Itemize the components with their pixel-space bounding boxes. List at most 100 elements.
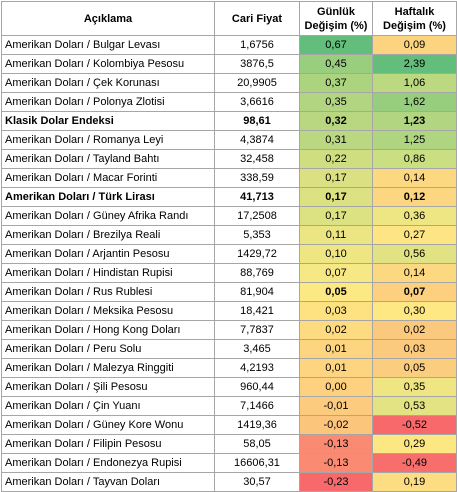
row-weekly: 0,36 xyxy=(372,206,457,226)
row-name: Amerikan Doları / Filipin Pesosu xyxy=(1,434,215,454)
row-weekly: 0,14 xyxy=(372,263,457,283)
row-name: Amerikan Doları / Türk Lirası xyxy=(1,187,215,207)
row-daily: 0,22 xyxy=(299,149,373,169)
row-price: 960,44 xyxy=(214,377,300,397)
row-price: 17,2508 xyxy=(214,206,300,226)
row-daily: 0,02 xyxy=(299,320,373,340)
row-daily: -0,02 xyxy=(299,415,373,435)
row-weekly: 0,56 xyxy=(372,244,457,264)
row-daily: 0,01 xyxy=(299,358,373,378)
row-name: Amerikan Doları / Endonezya Rupisi xyxy=(1,453,215,473)
row-price: 3876,5 xyxy=(214,54,300,74)
table-body: Amerikan Doları / Bulgar Levası 1,6756 0,6… xyxy=(1,35,457,492)
row-weekly: 1,62 xyxy=(372,92,457,112)
row-daily: 0,32 xyxy=(299,111,373,131)
row-daily: -0,13 xyxy=(299,453,373,473)
row-price: 4,3874 xyxy=(214,130,300,150)
row-name: Amerikan Doları / Brezilya Reali xyxy=(1,225,215,245)
table-row: Klasik Dolar Endeksi 98,61 0,32 1,23 xyxy=(1,111,457,131)
row-price: 58,05 xyxy=(214,434,300,454)
row-name: Amerikan Doları / Kolombiya Pesosu xyxy=(1,54,215,74)
row-daily: 0,17 xyxy=(299,168,373,188)
row-weekly: 0,05 xyxy=(372,358,457,378)
row-daily: 0,67 xyxy=(299,35,373,55)
row-daily: 0,01 xyxy=(299,339,373,359)
header-weekly: Haftalık Değişim (%) xyxy=(372,1,457,36)
row-weekly: 0,12 xyxy=(372,187,457,207)
table-row: Amerikan Doları / Tayvan Doları 30,57 -0,2… xyxy=(1,472,457,492)
row-daily: 0,17 xyxy=(299,206,373,226)
row-name: Amerikan Doları / Güney Kore Wonu xyxy=(1,415,215,435)
row-weekly: -0,52 xyxy=(372,415,457,435)
row-weekly: 0,30 xyxy=(372,301,457,321)
row-price: 5,353 xyxy=(214,225,300,245)
row-price: 88,769 xyxy=(214,263,300,283)
table-row: Amerikan Doları / Türk Lirası 41,713 0,17 0… xyxy=(1,187,457,207)
table-row: Amerikan Doları / Kolombiya Pesosu 3876,5… xyxy=(1,54,457,74)
row-weekly: 0,53 xyxy=(372,396,457,416)
row-price: 16606,31 xyxy=(214,453,300,473)
row-name: Amerikan Doları / Rus Rublesi xyxy=(1,282,215,302)
row-price: 98,61 xyxy=(214,111,300,131)
row-name: Amerikan Doları / Hong Kong Doları xyxy=(1,320,215,340)
row-daily: -0,23 xyxy=(299,472,373,492)
table-row: Amerikan Doları / Polonya Zlotisi 3,6616 0… xyxy=(1,92,457,112)
row-weekly: 0,03 xyxy=(372,339,457,359)
row-price: 3,465 xyxy=(214,339,300,359)
table-row: Amerikan Doları / Güney Afrika Randı 17,2… xyxy=(1,206,457,226)
row-price: 18,421 xyxy=(214,301,300,321)
row-name: Amerikan Doları / Malezya Ringgiti xyxy=(1,358,215,378)
row-weekly: 2,39 xyxy=(372,54,457,74)
table-row: Amerikan Doları / Tayland Bahtı 32,458 0,2… xyxy=(1,149,457,169)
row-name: Amerikan Doları / Meksika Pesosu xyxy=(1,301,215,321)
row-daily: -0,13 xyxy=(299,434,373,454)
table-row: Amerikan Doları / Bulgar Levası 1,6756 0,6… xyxy=(1,35,457,55)
header-daily: Günlük Değişim (%) xyxy=(299,1,373,36)
row-weekly: 0,09 xyxy=(372,35,457,55)
row-daily: 0,45 xyxy=(299,54,373,74)
row-price: 81,904 xyxy=(214,282,300,302)
table-row: Amerikan Doları / Filipin Pesosu 58,05 -0,… xyxy=(1,434,457,454)
row-weekly: 0,27 xyxy=(372,225,457,245)
table-row: Amerikan Doları / Arjantin Pesosu 1429,72… xyxy=(1,244,457,264)
row-name: Amerikan Doları / Romanya Leyi xyxy=(1,130,215,150)
row-daily: 0,10 xyxy=(299,244,373,264)
row-name: Amerikan Doları / Hindistan Rupisi xyxy=(1,263,215,283)
row-weekly: 0,35 xyxy=(372,377,457,397)
table-row: Amerikan Doları / Endonezya Rupisi 16606,… xyxy=(1,453,457,473)
table-row: Amerikan Doları / Şili Pesosu 960,44 0,00 0… xyxy=(1,377,457,397)
row-weekly: -0,49 xyxy=(372,453,457,473)
table-row: Amerikan Doları / Romanya Leyi 4,3874 0,31… xyxy=(1,130,457,150)
row-name: Amerikan Doları / Macar Forinti xyxy=(1,168,215,188)
row-weekly: 0,86 xyxy=(372,149,457,169)
table-row: Amerikan Doları / Hong Kong Doları 7,7837… xyxy=(1,320,457,340)
row-name: Amerikan Doları / Polonya Zlotisi xyxy=(1,92,215,112)
row-name: Amerikan Doları / Güney Afrika Randı xyxy=(1,206,215,226)
row-name: Amerikan Doları / Peru Solu xyxy=(1,339,215,359)
table-row: Amerikan Doları / Çin Yuanı 7,1466 -0,01 0,… xyxy=(1,396,457,416)
table-row: Amerikan Doları / Meksika Pesosu 18,421 0,… xyxy=(1,301,457,321)
row-daily: 0,03 xyxy=(299,301,373,321)
row-price: 7,1466 xyxy=(214,396,300,416)
row-weekly: 1,23 xyxy=(372,111,457,131)
row-weekly: 0,19 xyxy=(372,472,457,492)
row-price: 32,458 xyxy=(214,149,300,169)
row-price: 4,2193 xyxy=(214,358,300,378)
row-daily: 0,05 xyxy=(299,282,373,302)
row-price: 3,6616 xyxy=(214,92,300,112)
table-row: Amerikan Doları / Malezya Ringgiti 4,2193… xyxy=(1,358,457,378)
row-name: Amerikan Doları / Tayland Bahtı xyxy=(1,149,215,169)
row-name: Klasik Dolar Endeksi xyxy=(1,111,215,131)
row-price: 30,57 xyxy=(214,472,300,492)
row-name: Amerikan Doları / Çin Yuanı xyxy=(1,396,215,416)
table-row: Amerikan Doları / Hindistan Rupisi 88,769… xyxy=(1,263,457,283)
row-weekly: 0,02 xyxy=(372,320,457,340)
row-weekly: 1,06 xyxy=(372,73,457,93)
row-name: Amerikan Doları / Arjantin Pesosu xyxy=(1,244,215,264)
row-daily: -0,01 xyxy=(299,396,373,416)
row-name: Amerikan Doları / Çek Korunası xyxy=(1,73,215,93)
header-row: Açıklama Cari Fiyat Günlük Değişim (%) H… xyxy=(1,1,457,36)
row-daily: 0,00 xyxy=(299,377,373,397)
table-row: Amerikan Doları / Güney Kore Wonu 1419,36… xyxy=(1,415,457,435)
